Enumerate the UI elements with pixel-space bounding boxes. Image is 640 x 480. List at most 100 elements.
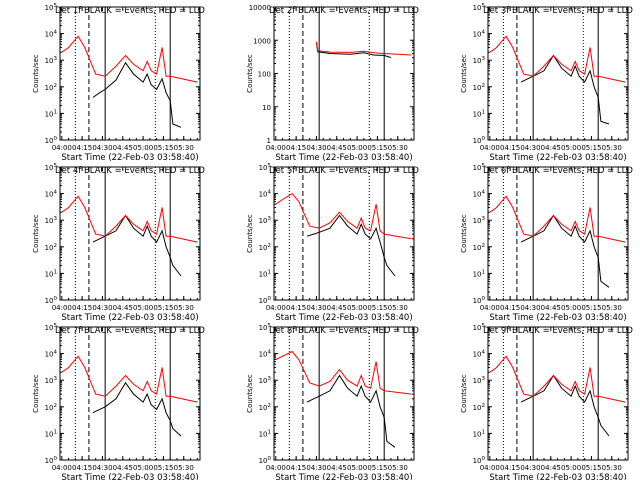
- series-lld-line: [275, 192, 412, 240]
- y-tick-label: 104: [259, 190, 272, 199]
- x-tick-label: 04:45: [113, 144, 133, 152]
- y-tick-label: 105: [473, 3, 486, 12]
- plot-frame: [273, 6, 415, 141]
- x-tick-label: 04:45: [541, 144, 561, 152]
- y-axis-label: Counts/sec: [32, 374, 40, 413]
- x-tick-label: 04:30: [306, 304, 326, 312]
- x-tick-label: 05:30: [602, 304, 622, 312]
- series-events-line: [520, 374, 610, 437]
- y-axis-label: Counts/sec: [460, 374, 468, 413]
- x-tick-label: 04:15: [286, 144, 306, 152]
- y-tick-label: 101: [473, 429, 485, 438]
- x-tick-label: 05:00: [347, 304, 367, 312]
- x-tick-label: 04:45: [327, 304, 347, 312]
- x-tick-label: 04:00: [266, 464, 286, 472]
- x-tick-label: 05:00: [561, 464, 581, 472]
- y-tick-label: 102: [473, 83, 485, 92]
- x-tick-label: 05:15: [581, 144, 601, 152]
- y-tick-label: 103: [473, 216, 486, 225]
- y-tick-label: 102: [259, 243, 271, 252]
- y-tick-label: 100: [473, 296, 486, 305]
- x-tick-label: 04:30: [520, 304, 540, 312]
- x-tick-label: 05:30: [174, 464, 194, 472]
- y-tick-label: 105: [473, 323, 486, 332]
- x-tick-label: 04:15: [72, 144, 92, 152]
- x-tick-label: 05:30: [388, 144, 408, 152]
- x-tick-label: 04:15: [286, 304, 306, 312]
- x-tick-label: 05:00: [133, 304, 153, 312]
- series-events-line: [92, 61, 182, 128]
- x-tick-label: 04:00: [52, 144, 72, 152]
- x-tick-label: 04:00: [266, 144, 286, 152]
- y-tick-label: 103: [45, 376, 58, 385]
- plot-frame: [59, 6, 201, 141]
- y-axis-label: Counts/sec: [246, 54, 254, 93]
- y-tick-label: 103: [259, 376, 272, 385]
- y-tick-label: 101: [259, 429, 271, 438]
- x-tick-label: 04:30: [92, 144, 112, 152]
- x-tick-label: 04:00: [52, 464, 72, 472]
- x-tick-label: 05:30: [602, 464, 622, 472]
- y-tick-label: 105: [45, 323, 58, 332]
- x-axis-label: Start Time (22-Feb-03 03:58:40): [489, 473, 626, 480]
- x-tick-label: 04:15: [500, 304, 520, 312]
- y-tick-label: 100: [259, 456, 272, 465]
- x-tick-label: 05:15: [581, 304, 601, 312]
- y-tick-label: 102: [45, 403, 57, 412]
- y-tick-label: 102: [259, 403, 271, 412]
- x-axis-label: Start Time (22-Feb-03 03:58:40): [61, 473, 198, 480]
- y-tick-label: 104: [45, 350, 58, 359]
- y-tick-label: 105: [45, 163, 58, 172]
- x-tick-label: 04:45: [541, 304, 561, 312]
- y-tick-label: 102: [45, 243, 57, 252]
- y-tick-label: 105: [259, 163, 272, 172]
- y-tick-label: 104: [473, 350, 486, 359]
- x-tick-label: 04:00: [480, 464, 500, 472]
- y-tick-label: 104: [473, 30, 486, 39]
- x-tick-label: 05:00: [133, 144, 153, 152]
- series-lld-line: [61, 195, 198, 243]
- y-tick-label: 100: [473, 136, 486, 145]
- y-axis-label: Counts/sec: [246, 214, 254, 253]
- y-tick-label: 104: [45, 190, 58, 199]
- x-tick-label: 05:15: [581, 464, 601, 472]
- x-axis-label: Start Time (22-Feb-03 03:58:40): [61, 153, 198, 163]
- x-axis-label: Start Time (22-Feb-03 03:58:40): [489, 313, 626, 323]
- x-tick-label: 04:15: [72, 464, 92, 472]
- x-tick-label: 04:00: [266, 304, 286, 312]
- series-events-line: [316, 43, 392, 59]
- y-axis-label: Counts/sec: [32, 214, 40, 253]
- y-tick-label: 104: [473, 190, 486, 199]
- y-tick-label: 102: [45, 83, 57, 92]
- x-tick-label: 04:30: [306, 464, 326, 472]
- y-tick-label: 102: [473, 403, 485, 412]
- y-tick-label: 104: [259, 350, 272, 359]
- x-tick-label: 04:30: [92, 304, 112, 312]
- y-tick-label: 101: [45, 109, 57, 118]
- y-tick-label: 100: [473, 456, 486, 465]
- x-tick-label: 05:30: [388, 304, 408, 312]
- panel-title: Det 6f BLACK = Events, RED = LLD: [483, 166, 633, 176]
- series-events-line: [92, 214, 182, 277]
- y-tick-label: 1: [267, 137, 271, 145]
- x-tick-label: 05:15: [367, 304, 387, 312]
- x-tick-label: 05:30: [388, 464, 408, 472]
- x-tick-label: 04:30: [520, 144, 540, 152]
- x-tick-label: 05:00: [561, 304, 581, 312]
- x-axis-label: Start Time (22-Feb-03 03:58:40): [489, 153, 626, 163]
- series-events-line: [520, 54, 610, 125]
- y-tick-label: 101: [45, 429, 57, 438]
- x-axis-label: Start Time (22-Feb-03 03:58:40): [275, 313, 412, 323]
- y-tick-label: 100: [45, 296, 58, 305]
- series-events-line: [92, 381, 182, 437]
- series-events-line: [306, 214, 396, 277]
- y-tick-label: 101: [45, 269, 57, 278]
- x-tick-label: 05:30: [174, 144, 194, 152]
- x-tick-label: 04:15: [72, 304, 92, 312]
